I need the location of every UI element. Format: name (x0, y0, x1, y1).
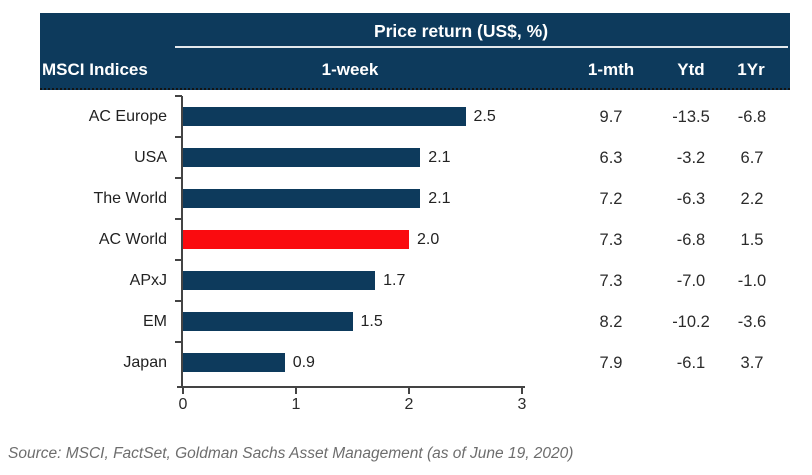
table-cell-ytd: -6.3 (676, 189, 706, 208)
table-cell-1yr: -6.8 (737, 107, 767, 126)
bar-value-label: 1.7 (383, 271, 406, 289)
x-axis-tick (295, 386, 297, 394)
table-cell-1-mth: 7.2 (599, 189, 623, 208)
y-axis-line (181, 96, 183, 387)
bar-value-label: 0.9 (292, 353, 315, 371)
category-label: AC Europe (88, 107, 167, 125)
source-note: Source: MSCI, FactSet, Goldman Sachs Ass… (8, 445, 574, 462)
table-cell-1-mth: 9.7 (599, 107, 623, 126)
category-label: The World (93, 189, 167, 207)
bar (183, 107, 466, 126)
highlighted-bar (183, 230, 409, 249)
bar-value-label: 2.0 (417, 230, 440, 248)
table-cell-1yr: -3.6 (737, 312, 767, 331)
category-label: APxJ (129, 271, 167, 289)
table-cell-1yr: 1.5 (740, 230, 764, 249)
category-label: Japan (123, 353, 167, 371)
col-header-msci-indices: MSCI Indices (42, 60, 148, 79)
table-cell-ytd: -13.5 (672, 107, 710, 126)
table-cell-1-mth: 7.3 (599, 271, 623, 290)
table-cell-ytd: -7.0 (676, 271, 706, 290)
y-axis-tick (175, 177, 182, 179)
table-cell-ytd: -10.2 (672, 312, 710, 331)
y-axis-tick (175, 341, 182, 343)
y-axis-tick (175, 136, 182, 138)
category-label: USA (134, 148, 167, 166)
bar-value-label: 2.1 (428, 148, 451, 166)
table-cell-1yr: 3.7 (740, 353, 764, 372)
bar (183, 148, 421, 167)
header-title: Price return (US$, %) (373, 21, 549, 41)
y-axis-tick (175, 218, 182, 220)
table-header-band: Price return (US$, %) MSCI Indices 1-wee… (40, 13, 790, 90)
bar-value-label: 2.5 (473, 107, 496, 125)
x-axis-tick (521, 386, 523, 394)
y-axis-tick (175, 259, 182, 261)
table-cell-ytd: -6.8 (676, 230, 706, 249)
x-axis-tick-label: 1 (291, 396, 301, 413)
bar (183, 312, 353, 331)
col-header-ytd: Ytd (677, 60, 705, 79)
col-header-1-mth: 1-mth (587, 60, 635, 79)
bar (183, 189, 421, 208)
x-axis-tick (408, 386, 410, 394)
x-axis-tick-label: 2 (404, 396, 414, 413)
x-axis-tick (182, 386, 184, 394)
table-cell-ytd: -6.1 (676, 353, 706, 372)
category-label: AC World (98, 230, 167, 248)
bar-value-label: 1.5 (360, 312, 383, 330)
table-cell-1-mth: 8.2 (599, 312, 623, 331)
table-cell-1-mth: 7.9 (599, 353, 623, 372)
bar (183, 353, 285, 372)
y-axis-tick (175, 95, 182, 97)
bar (183, 271, 376, 290)
table-cell-ytd: -3.2 (676, 148, 706, 167)
y-axis-tick (175, 300, 182, 302)
bar-value-label: 2.1 (428, 189, 451, 207)
col-header-1yr: 1Yr (737, 60, 765, 79)
table-cell-1-mth: 6.3 (599, 148, 623, 167)
x-axis-tick-label: 3 (517, 396, 527, 413)
table-cell-1yr: 6.7 (740, 148, 764, 167)
table-cell-1-mth: 7.3 (599, 230, 623, 249)
table-cell-1yr: -1.0 (737, 271, 767, 290)
header-underline (175, 46, 788, 48)
category-label: EM (143, 312, 167, 330)
table-cell-1yr: 2.2 (740, 189, 764, 208)
col-header-1-week: 1-week (321, 60, 379, 79)
x-axis-line (177, 386, 525, 388)
x-axis-tick-label: 0 (178, 396, 188, 413)
